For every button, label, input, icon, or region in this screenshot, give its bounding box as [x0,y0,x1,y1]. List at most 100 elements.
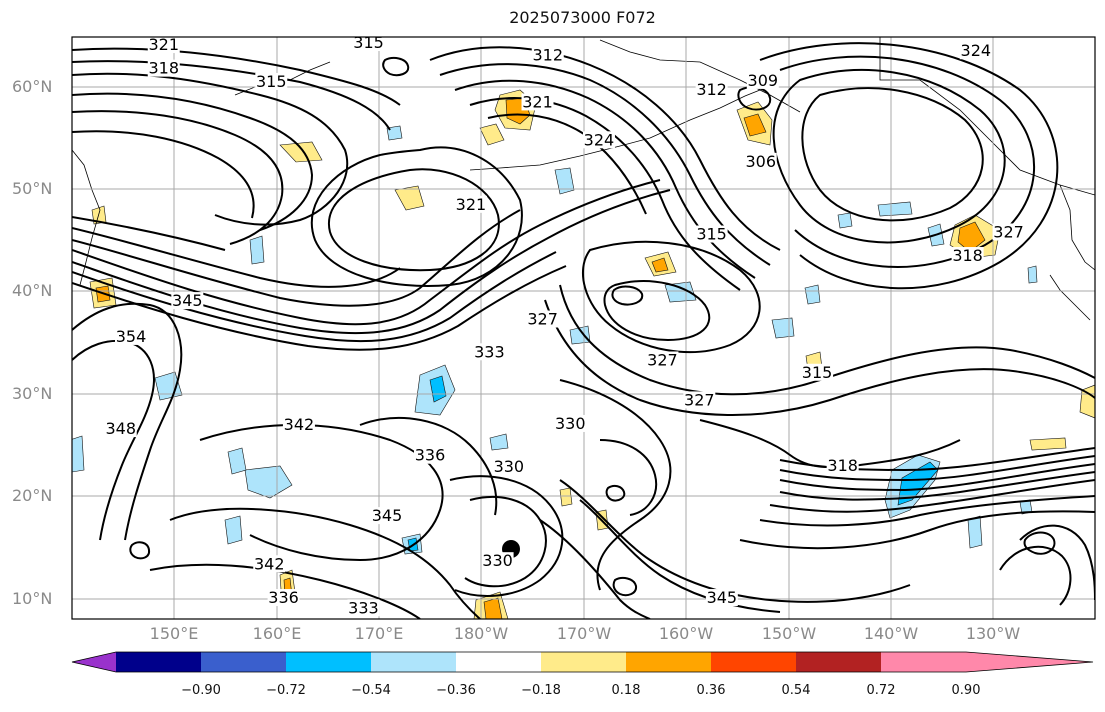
colorbar-cell [541,652,626,672]
colorbar [71,651,1094,673]
lat-label: 60°N [12,77,53,96]
contour-label-bg [255,72,288,90]
contour-label-bg [826,456,859,474]
contour-label: 315 [256,72,287,91]
lon-label: 140°W [863,624,919,643]
colorbar-extend-low [72,652,116,672]
contour-label: 327 [993,222,1024,241]
contour-label: 306 [745,152,776,171]
contour-label-bg [370,507,403,525]
contour-label: 354 [116,327,147,346]
contour-label: 333 [474,342,505,361]
lat-label: 10°N [12,589,53,608]
colorbar-cell [796,652,881,672]
colorbar-tick-label: −0.90 [181,683,221,698]
colorbar-cell [116,652,201,672]
contour-label-bg [554,414,587,432]
contour-label: 345 [372,506,403,525]
contour-label: 318 [827,456,858,475]
contour-label: 321 [522,92,553,111]
colorbar-cell [881,652,966,672]
contour-label: 327 [527,310,558,329]
contour-label: 327 [647,350,678,369]
colorbar-cell [201,652,286,672]
lon-label: 130°W [965,624,1021,643]
lon-label: 170°W [556,624,612,643]
lat-label: 20°N [12,486,53,505]
contour-label: 318 [952,246,983,265]
lat-label: 50°N [12,179,53,198]
colorbar-extend-high [966,652,1093,672]
colorbar-tick-label: 0.18 [611,683,641,698]
lat-label: 30°N [12,384,53,403]
contour-label: 336 [268,588,299,607]
contour-label-bg [705,589,738,607]
colorbar-tick-label: 0.54 [781,683,811,698]
lon-label: 160°E [252,624,302,643]
lon-label: 160°W [658,624,714,643]
colorbar-cell [286,652,371,672]
colorbar-tick-label: 0.36 [696,683,726,698]
lon-label: 180°W [453,624,509,643]
contour-label-bg [695,225,728,243]
contour-label-bg [959,42,992,60]
contour-label: 324 [584,130,615,149]
contour-label: 345 [707,588,738,607]
map-frame [71,36,1096,620]
contour-label-bg [951,247,984,265]
contour-label: 318 [148,59,179,78]
lon-label: 170°E [354,624,404,643]
lat-label: 40°N [12,281,53,300]
contour-label-bg [683,391,716,409]
contour-label-bg [526,310,559,328]
contour-label-bg [114,327,147,345]
contour-label: 345 [172,291,203,310]
contour-label: 342 [254,554,285,573]
contour-label: 330 [555,414,586,433]
contour-label: 315 [696,225,727,244]
contour-label-bg [147,59,180,77]
contour-label: 330 [494,457,525,476]
colorbar-cell [371,652,456,672]
contour-label-bg [267,589,300,607]
contour-label-bg [992,223,1025,241]
contour-label-bg [414,446,446,464]
contour-label-bg [531,46,564,64]
contour-label-bg [253,555,286,573]
colorbar-tick-label: −0.36 [436,683,476,698]
contour-label-bg [521,93,554,111]
colorbar-tick-label: 0.90 [951,683,981,698]
contour-label-bg [801,363,834,381]
contour-label: 330 [482,551,513,570]
contour-label-bg [104,420,137,438]
colorbar-tick-label: −0.54 [351,683,391,698]
contour-label: 348 [105,419,136,438]
colorbar-tick-label: −0.72 [266,683,306,698]
contour-label-bg [582,131,615,149]
contour-label: 312 [532,45,563,64]
contour-label: 321 [456,195,487,214]
colorbar-cell [626,652,711,672]
contour-label-bg [492,457,525,475]
contour-label-bg [646,351,679,369]
colorbar-cell [711,652,796,672]
contour-label-bg [746,71,779,89]
contour-label-bg [473,343,506,361]
colorbar-tick-label: −0.18 [521,683,561,698]
contour-label-bg [744,152,777,170]
contour-label: 336 [415,446,446,465]
contour-label-bg [352,37,385,52]
contour-label-bg [695,81,728,99]
contour-label: 342 [284,415,315,434]
colorbar-tick-label: 0.72 [866,683,896,698]
contour-label: 312 [696,80,727,99]
contour-label-bg [282,415,315,433]
contour-label-bg [171,292,204,310]
contour-label: 321 [148,35,179,54]
map-title: 2025073000 F072 [509,8,656,27]
contour-label: 309 [748,71,779,90]
lon-label: 150°E [149,624,199,643]
contour-label: 333 [348,598,379,617]
contour-label: 315 [802,363,833,382]
